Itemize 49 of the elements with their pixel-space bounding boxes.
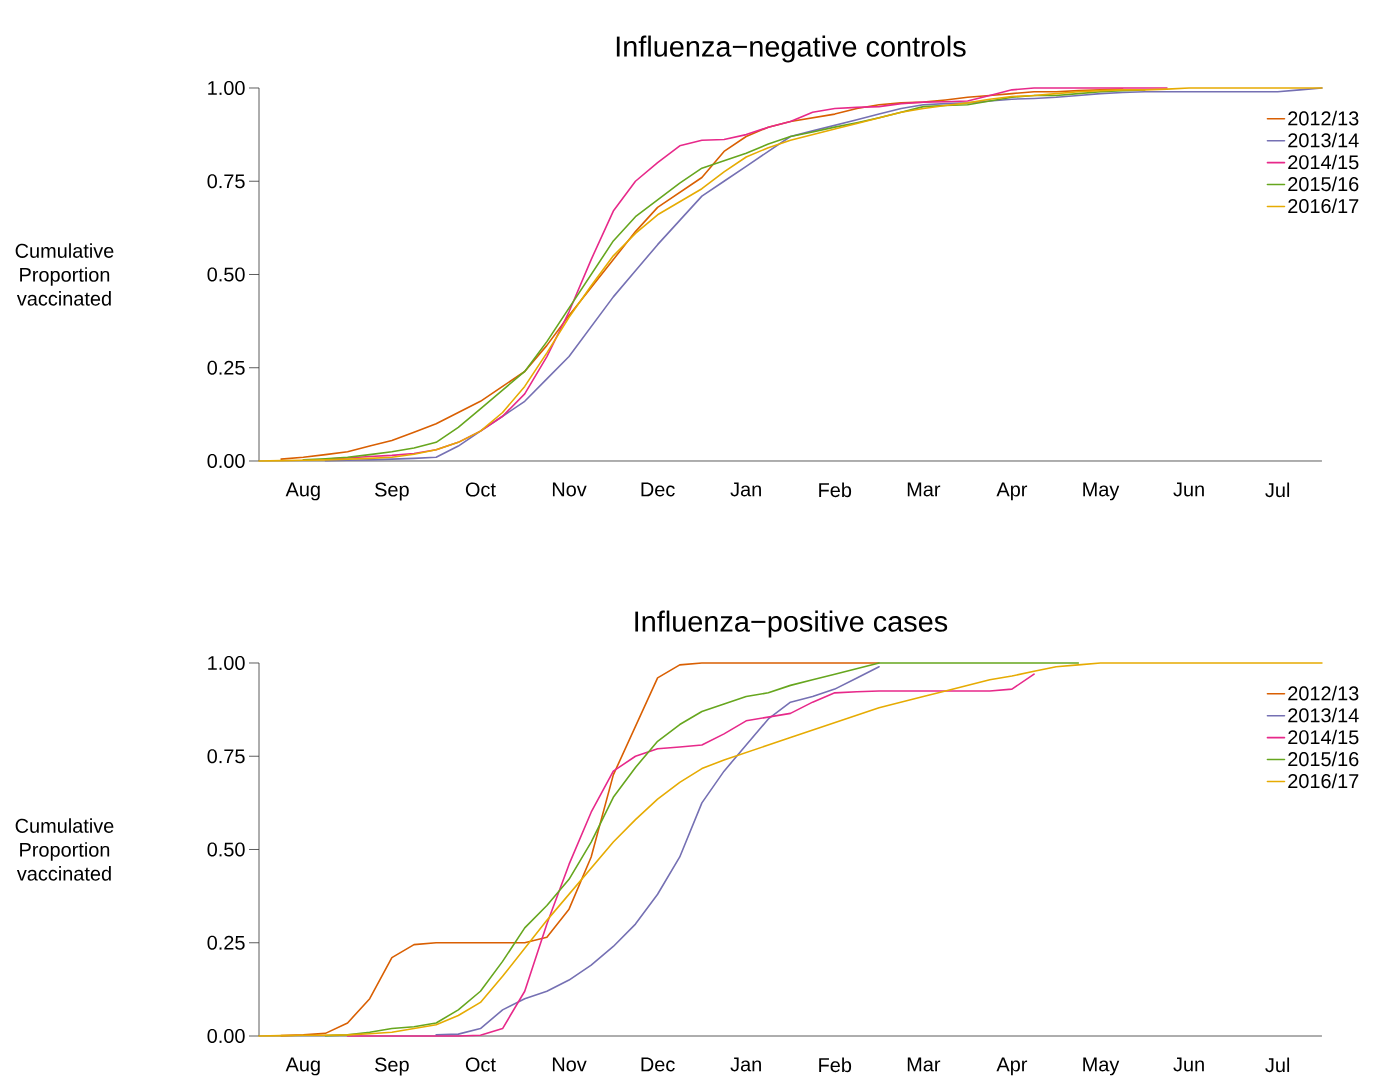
x-tick-label: Mar [907,1057,941,1072]
x-tick-label: Jun [1173,1057,1204,1072]
y-tick-label: 0.75 [207,749,245,764]
legend-label: 2013/14 [1288,707,1359,723]
x-tick-label: May [1083,482,1120,501]
x-tick-label: Nov [552,1057,587,1072]
line-series [435,665,880,1036]
x-tick-label: May [1083,1057,1120,1076]
y-tick-label: 0.00 [207,453,245,469]
x-tick-label: Nov [552,482,587,497]
x-tick-label: Oct [465,1057,496,1072]
legend-label: 2016/17 [1288,773,1359,789]
y-tick-label: 0.50 [207,842,245,857]
legend-label: 2012/13 [1288,110,1359,126]
y-tick-label: 0.25 [207,360,245,375]
legend-label: 2016/17 [1288,198,1359,214]
chart-title: Influenza−positive cases [635,610,948,638]
x-tick-label: Aug [285,1057,320,1076]
legend-label: 2015/16 [1288,176,1359,192]
x-tick-label: Sep [375,482,409,501]
x-tick-label: Apr [996,482,1028,501]
x-tick-label: Jan [730,1057,761,1072]
legend-label: 2014/15 [1288,729,1359,745]
x-tick-label: Oct [465,482,496,497]
y-tick-label: 0.50 [207,267,245,282]
y-axis-title: Cumulative Proportion vaccinated [15,243,114,306]
y-tick-label: 0.00 [207,1028,245,1044]
x-tick-label: Jul [1265,482,1290,498]
x-tick-label: Feb [819,482,852,498]
x-tick-label: Mar [907,482,941,497]
legend-label: 2012/13 [1288,685,1359,701]
x-tick-label: Jul [1265,1057,1290,1073]
x-tick-label: Aug [285,482,320,501]
y-tick-label: 0.75 [207,174,245,189]
legend-label: 2013/14 [1288,132,1359,148]
chart-title: Influenza−negative controls [616,35,966,63]
y-tick-label: 1.00 [208,80,245,96]
x-tick-label: Jun [1173,482,1204,497]
y-tick-label: 1.00 [208,655,245,671]
y-tick-label: 0.25 [207,935,245,950]
legend-label: 2014/15 [1288,154,1359,170]
x-tick-label: Sep [375,1057,409,1076]
x-tick-label: Feb [819,1057,852,1073]
x-tick-label: Apr [996,1057,1028,1076]
y-axis-title: Cumulative Proportion vaccinated [15,818,114,881]
legend-label: 2015/16 [1288,751,1359,767]
x-tick-label: Jan [730,482,761,497]
x-tick-label: Dec [641,482,675,497]
x-tick-label: Dec [641,1057,675,1072]
